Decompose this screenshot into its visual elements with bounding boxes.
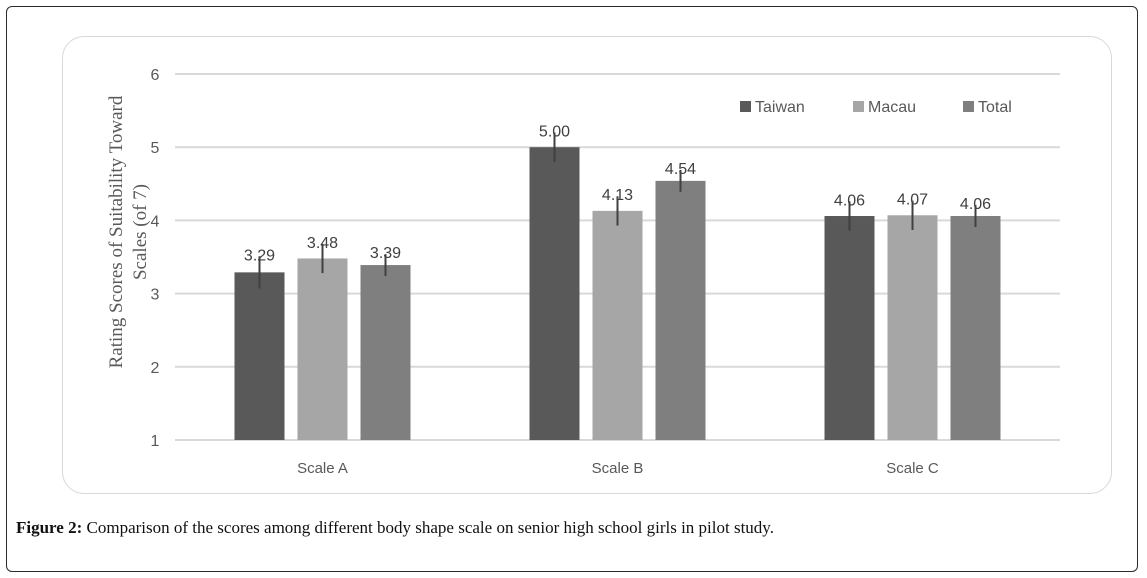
data-label-macau-scale-b: 4.13 — [602, 187, 633, 204]
data-label-taiwan-scale-c: 4.06 — [834, 192, 865, 209]
x-category-label: Scale B — [592, 460, 644, 477]
bar-total-scale-b — [655, 180, 706, 440]
figure-caption-text: Comparison of the scores among different… — [82, 518, 774, 537]
x-category-label: Scale A — [297, 460, 348, 477]
y-tick-label-5: 5 — [151, 140, 160, 157]
data-label-total-scale-a: 3.39 — [370, 245, 401, 262]
data-label-total-scale-b: 4.54 — [665, 161, 696, 178]
y-tick-label-6: 6 — [151, 67, 160, 84]
y-tick-label-1: 1 — [151, 433, 160, 450]
legend-swatch-total — [963, 101, 974, 112]
bar-macau-scale-a — [297, 258, 348, 440]
legend-label-taiwan: Taiwan — [755, 99, 805, 116]
figure-caption-label: Figure 2: — [16, 518, 83, 537]
legend-label-macau: Macau — [868, 99, 916, 116]
bar-macau-scale-c — [887, 215, 938, 440]
bar-taiwan-scale-a — [234, 272, 285, 440]
y-tick-label-4: 4 — [151, 213, 160, 230]
data-label-taiwan-scale-a: 3.29 — [244, 247, 275, 264]
data-label-taiwan-scale-b: 5.00 — [539, 124, 570, 141]
data-label-macau-scale-c: 4.07 — [897, 192, 928, 209]
bar-taiwan-scale-b — [529, 147, 580, 440]
y-axis-label-line-1: Rating Scores of Suitability Toward — [106, 95, 127, 368]
legend-swatch-macau — [853, 101, 864, 112]
bar-total-scale-c — [950, 216, 1001, 440]
legend-label-total: Total — [978, 99, 1012, 116]
data-label-total-scale-c: 4.06 — [960, 196, 991, 213]
y-tick-label-3: 3 — [151, 287, 160, 304]
bar-macau-scale-b — [592, 210, 643, 440]
legend-swatch-taiwan — [740, 101, 751, 112]
bar-total-scale-a — [360, 265, 411, 440]
y-axis-label-line-2: Scales (of 7) — [130, 184, 151, 280]
bar-taiwan-scale-c — [824, 216, 875, 440]
data-label-macau-scale-a: 3.48 — [307, 235, 338, 252]
figure-caption: Figure 2: Comparison of the scores among… — [16, 518, 1116, 538]
y-tick-label-2: 2 — [151, 360, 160, 377]
x-category-label: Scale C — [886, 460, 939, 477]
